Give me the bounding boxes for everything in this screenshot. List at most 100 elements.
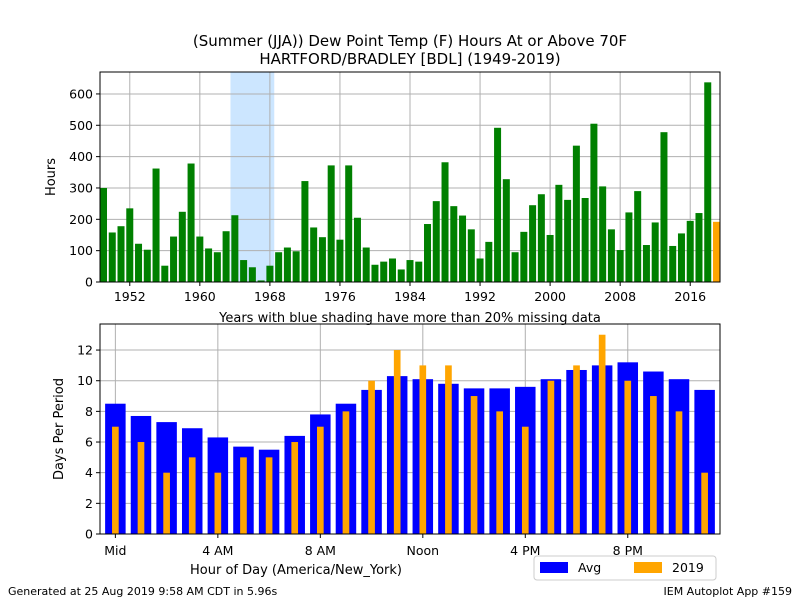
year-bar-1963 [222, 231, 230, 282]
current-bar-hour-23 [701, 472, 708, 534]
bottom-x-tick-label: 4 AM [202, 543, 233, 558]
top-y-tick-label: 400 [69, 149, 93, 164]
year-bar-2000 [546, 234, 554, 282]
year-bar-2014 [669, 245, 677, 282]
legend-swatch-avg [540, 562, 568, 573]
top-x-tick-label: 1952 [114, 289, 146, 304]
legend-label-avg: Avg [578, 560, 601, 575]
year-bar-1988 [441, 162, 449, 282]
top-y-tick-label: 0 [85, 275, 93, 290]
year-bar-1995 [502, 179, 510, 282]
year-bar-2005 [590, 123, 598, 282]
year-bar-1953 [135, 243, 143, 282]
year-bar-1981 [380, 261, 388, 282]
bottom-y-tick-label: 12 [77, 343, 93, 358]
top-x-axis-note: Years with blue shading have more than 2… [218, 311, 601, 326]
year-bar-1990 [459, 215, 467, 282]
legend-label-2019: 2019 [672, 560, 704, 575]
year-bar-1949 [100, 187, 108, 282]
year-bar-2010 [634, 191, 642, 282]
legend-swatch-2019 [634, 562, 662, 573]
hourly-days-panel: 0 2 4 6 8 10 12 Mid 4 AM 8 AM Noon 4 PM 8 PM Days P… [52, 323, 721, 578]
top-y-tick-label: 200 [69, 212, 93, 227]
year-bar-1956 [161, 265, 169, 282]
current-bar-hour-19 [598, 334, 606, 534]
year-bar-1959 [187, 163, 195, 282]
year-bar-2016 [686, 220, 694, 282]
current-bar-hour-6 [265, 457, 273, 534]
current-bar-hour-12 [419, 365, 427, 534]
current-bar-hour-9 [342, 411, 350, 534]
year-bar-1999 [537, 194, 545, 282]
year-bar-1966 [248, 267, 256, 282]
year-bar-1960 [196, 236, 204, 282]
year-bar-2009 [625, 212, 633, 282]
current-bar-hour-3 [188, 457, 196, 534]
year-bar-1965 [240, 260, 248, 282]
bottom-x-tick-label: 8 AM [305, 543, 336, 558]
year-bar-1980 [371, 264, 379, 282]
top-x-tick-label: 2008 [604, 289, 636, 304]
year-bar-1968 [266, 265, 274, 282]
current-bar-hour-13 [445, 365, 452, 534]
bottom-y-axis-label: Days Per Period [52, 378, 67, 480]
year-bar-1964 [231, 215, 239, 282]
bottom-x-tick-label: Noon [407, 543, 440, 558]
bottom-y-tick-label: 0 [85, 527, 93, 542]
year-bar-2003 [572, 145, 580, 282]
bottom-x-tick-label: 8 PM [613, 543, 643, 558]
year-bar-1993 [485, 241, 493, 282]
year-bar-1991 [467, 229, 475, 282]
year-bar-1982 [388, 258, 396, 282]
top-y-axis-label: Hours [44, 158, 59, 196]
bottom-y-tick-label: 10 [77, 373, 93, 388]
top-x-tick-label: 1992 [464, 289, 496, 304]
current-bar-hour-10 [368, 380, 375, 534]
year-bar-2017 [695, 213, 703, 282]
year-bar-2007 [607, 229, 615, 282]
year-bar-1955 [152, 168, 160, 282]
top-y-tick-label: 600 [69, 86, 93, 101]
year-bar-1985 [415, 261, 423, 282]
current-bar-hour-8 [317, 426, 324, 534]
bottom-plot-frame [99, 323, 721, 535]
bottom-y-tick-label: 2 [85, 496, 93, 511]
year-bar-2012 [651, 222, 659, 282]
year-bar-1978 [353, 217, 361, 282]
current-bar-hour-0 [112, 426, 119, 534]
year-bar-2006 [599, 186, 607, 282]
year-bar-2013 [660, 132, 668, 282]
footer-app-text: IEM Autoplot App #159 [664, 585, 793, 598]
year-bar-1957 [170, 236, 178, 282]
current-bar-hour-14 [470, 396, 478, 534]
year-bar-1996 [511, 252, 519, 282]
year-bar-2011 [642, 245, 650, 282]
year-bar-2004 [581, 198, 589, 282]
year-bar-1969 [275, 252, 283, 282]
year-bar-1958 [178, 211, 186, 282]
top-y-tick-label: 100 [69, 243, 93, 258]
year-bar-1950 [108, 232, 116, 282]
current-bar-hour-7 [291, 442, 299, 534]
year-bar-2002 [564, 199, 572, 282]
current-bar-hour-17 [547, 380, 555, 534]
current-bar-hour-11 [393, 350, 401, 534]
top-x-tick-label: 2016 [674, 289, 706, 304]
year-bar-2008 [616, 250, 624, 282]
current-bar-hour-4 [214, 472, 222, 534]
top-x-tick-label: 1960 [184, 289, 216, 304]
year-bar-1986 [424, 224, 432, 282]
current-bar-hour-16 [521, 426, 529, 534]
year-bar-1977 [345, 165, 353, 282]
year-bar-2019 [712, 221, 720, 282]
top-y-tick-label: 500 [69, 118, 93, 133]
yearly-hours-panel: 0 100 200 300 400 500 600 1952 1960 1968 1976 1984… [44, 71, 721, 326]
top-x-tick-label: 1968 [254, 289, 286, 304]
year-bar-2001 [555, 184, 563, 282]
year-bar-1997 [520, 231, 528, 282]
year-bar-1952 [126, 208, 134, 282]
bottom-x-tick-label: Mid [104, 543, 126, 558]
year-bar-1970 [283, 247, 291, 282]
footer-generated-text: Generated at 25 Aug 2019 9:58 AM CDT in … [8, 585, 277, 598]
current-bar-hour-15 [496, 411, 503, 534]
